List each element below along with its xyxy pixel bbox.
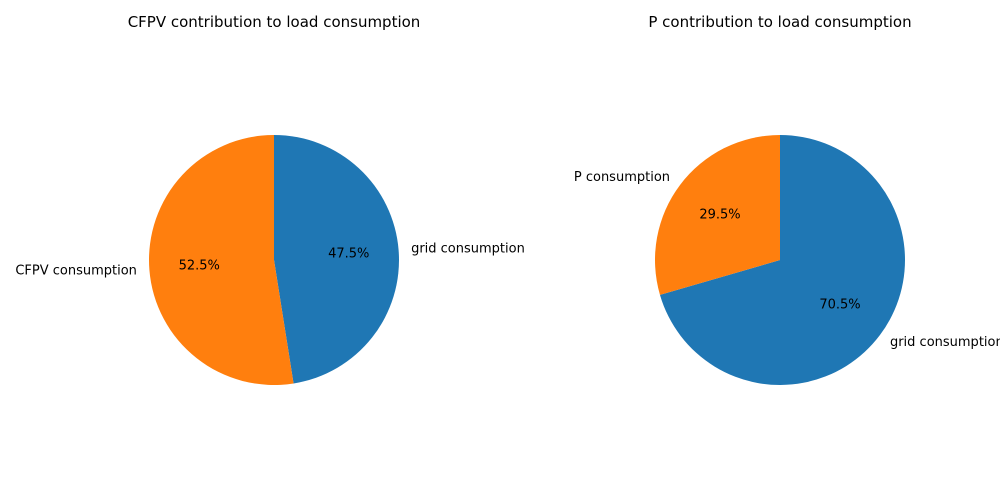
pie-chart-cfpv: CFPV contribution to load consumption 47…: [15, 13, 525, 385]
pie-slices-cfpv: [149, 135, 400, 385]
pie-pct-label-cfpv-0: 47.5%: [328, 247, 369, 262]
pie-category-label-cfpv-0: grid consumption: [411, 242, 525, 257]
pie-slice-cfpv-1: [149, 135, 294, 385]
pie-category-label-cfpv-1: CFPV consumption: [15, 263, 137, 278]
pie-category-label-p-1: P consumption: [574, 170, 670, 185]
pie-pct-label-p-0: 70.5%: [819, 298, 860, 313]
pie-labels-p: 70.5% grid consumption 29.5% P consumption: [574, 170, 1000, 350]
pie-pct-label-p-1: 29.5%: [699, 207, 740, 222]
chart-title-p: P contribution to load consumption: [648, 13, 911, 31]
pie-labels-cfpv: 47.5% grid consumption 52.5% CFPV consumpti…: [15, 242, 525, 279]
chart-title-cfpv: CFPV contribution to load consumption: [128, 13, 421, 31]
pie-slices-p: [655, 135, 906, 386]
pie-slice-p-1: [655, 135, 780, 295]
pie-category-label-p-0: grid consumption: [890, 335, 1000, 350]
pie-slice-p-0: [659, 135, 906, 386]
pie-pct-label-cfpv-1: 52.5%: [179, 258, 220, 273]
pie-slice-cfpv-0: [274, 135, 400, 384]
pie-chart-p: P contribution to load consumption 70.5%…: [574, 13, 1000, 386]
